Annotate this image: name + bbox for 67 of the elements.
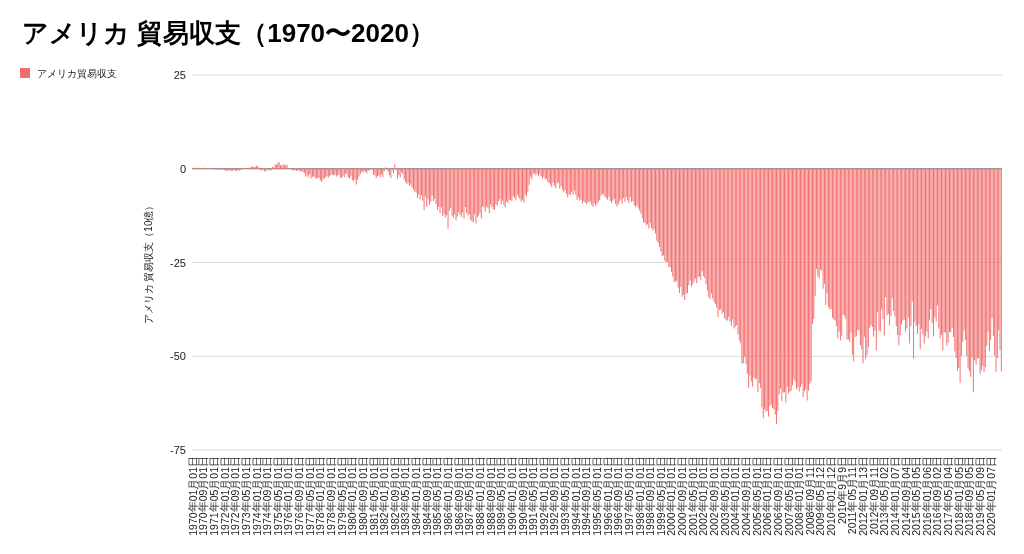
y-tick-label: -50 [170,350,186,363]
x-tick-label: 1982年09月01日 [388,456,401,536]
x-tick-label: 1972年09月01日 [229,456,242,536]
y-tick-label: 25 [173,69,186,81]
x-tick-label: 1998年01月01日 [633,456,646,536]
x-tick-label: 2008年01月01日 [793,456,806,536]
x-tick-label: 1978年09月01日 [324,456,337,536]
x-tick-label: 1977年05月01日 [303,456,316,536]
x-tick-label: 1997年05月01日 [622,456,635,536]
x-tick-label: 1996年01月01日 [601,456,614,536]
x-tick-label: 2003年05月01日 [718,456,731,536]
x-tick-label: 2020年01月07日 [984,456,997,536]
x-tick-label: 1970年01月01日 [186,456,199,536]
x-tick-label: 2019年05月09日 [974,456,987,536]
x-tick-label: 1984年01月01日 [410,456,423,536]
x-tick-label: 1973年05月01日 [239,456,252,536]
x-tick-label: 1999年05月01日 [654,456,667,536]
y-axis-title: アメリカ 貿易収支（10億） [143,200,154,325]
x-tick-label: 1975年05月01日 [271,456,284,536]
x-tick-label: 2014年09月04日 [899,456,912,536]
x-tick-label: 1986年01月01日 [442,456,455,536]
x-tick-label: 2006年01月01日 [761,456,774,536]
x-tick-label: 1988年01月01日 [473,456,486,536]
x-tick-label: 1980年09月01日 [356,456,369,536]
x-tick-label: 2001年05月01日 [686,456,699,536]
x-tick-label: 2007年05月01日 [782,456,795,536]
x-tick-label: 2015年05月05日 [910,456,923,536]
x-tick-label: 1972年01月01日 [218,456,231,536]
y-tick-label: -25 [170,256,186,269]
x-tick-label: 1995年05月01日 [591,456,603,536]
y-tick-label: 0 [179,162,186,175]
x-tick-label: 1981年05月01日 [367,456,380,536]
x-tick-label: 1990年09月01日 [516,456,529,536]
x-tick-label: 2008年09月11日 [803,456,816,535]
x-tick-label: 1971年05月01日 [207,456,220,536]
x-tick-label: 1992年01月01日 [537,456,550,536]
x-tick-label: 1989年05月01日 [495,456,508,536]
x-tick-label: 2016年01月06日 [920,456,933,536]
x-tick-label: 1986年09月01日 [452,456,465,536]
x-tick-label: 1991年05月01日 [527,456,540,536]
x-tick-label: 2012年09月11日 [867,456,880,535]
x-tick-label: 2017年05月04日 [942,456,955,536]
x-tick-label: 1984年09月01日 [420,456,433,536]
x-tick-label: 1998年09月01日 [644,456,657,536]
x-tick-label: 1982年01月01日 [378,456,391,536]
chart-title: アメリカ 貿易収支（1970〜2020） [22,18,435,48]
x-tick-label: 1990年01月01日 [505,456,518,536]
x-tick-label: 2005年05月01日 [750,456,763,536]
x-tick-label: 1994年01月01日 [569,456,582,536]
x-tick-label: 2006年09月01日 [771,456,784,536]
x-tick-label: 2004年09月01日 [739,456,752,536]
x-tick-label: 1993年05月01日 [559,456,572,536]
x-tick-label: 2002年09月01日 [708,456,721,536]
x-tick-label: 2012年01月13日 [857,456,870,536]
x-tick-label: 1979年05月01日 [335,456,348,536]
x-tick-label: 2000年09月01日 [676,456,689,536]
x-tick-label: 1976年09月01日 [293,456,306,536]
x-tick-label: 1974年01月01日 [250,456,263,536]
x-tick-label: 2018年01月05日 [952,456,965,536]
x-tick-label: 2010年01月12日 [825,456,838,536]
y-tick-label: -75 [170,444,186,456]
legend-label: アメリカ貿易収支 [37,68,117,79]
x-tick-label: 2011年05月11日 [846,456,859,535]
x-tick-label: 2014年01月07日 [888,456,901,536]
x-tick-label: 2010年9月9日 [835,456,848,525]
x-tick-label: 1974年09月01日 [261,456,274,536]
x-tick-label: 1988年09月01日 [484,456,497,536]
